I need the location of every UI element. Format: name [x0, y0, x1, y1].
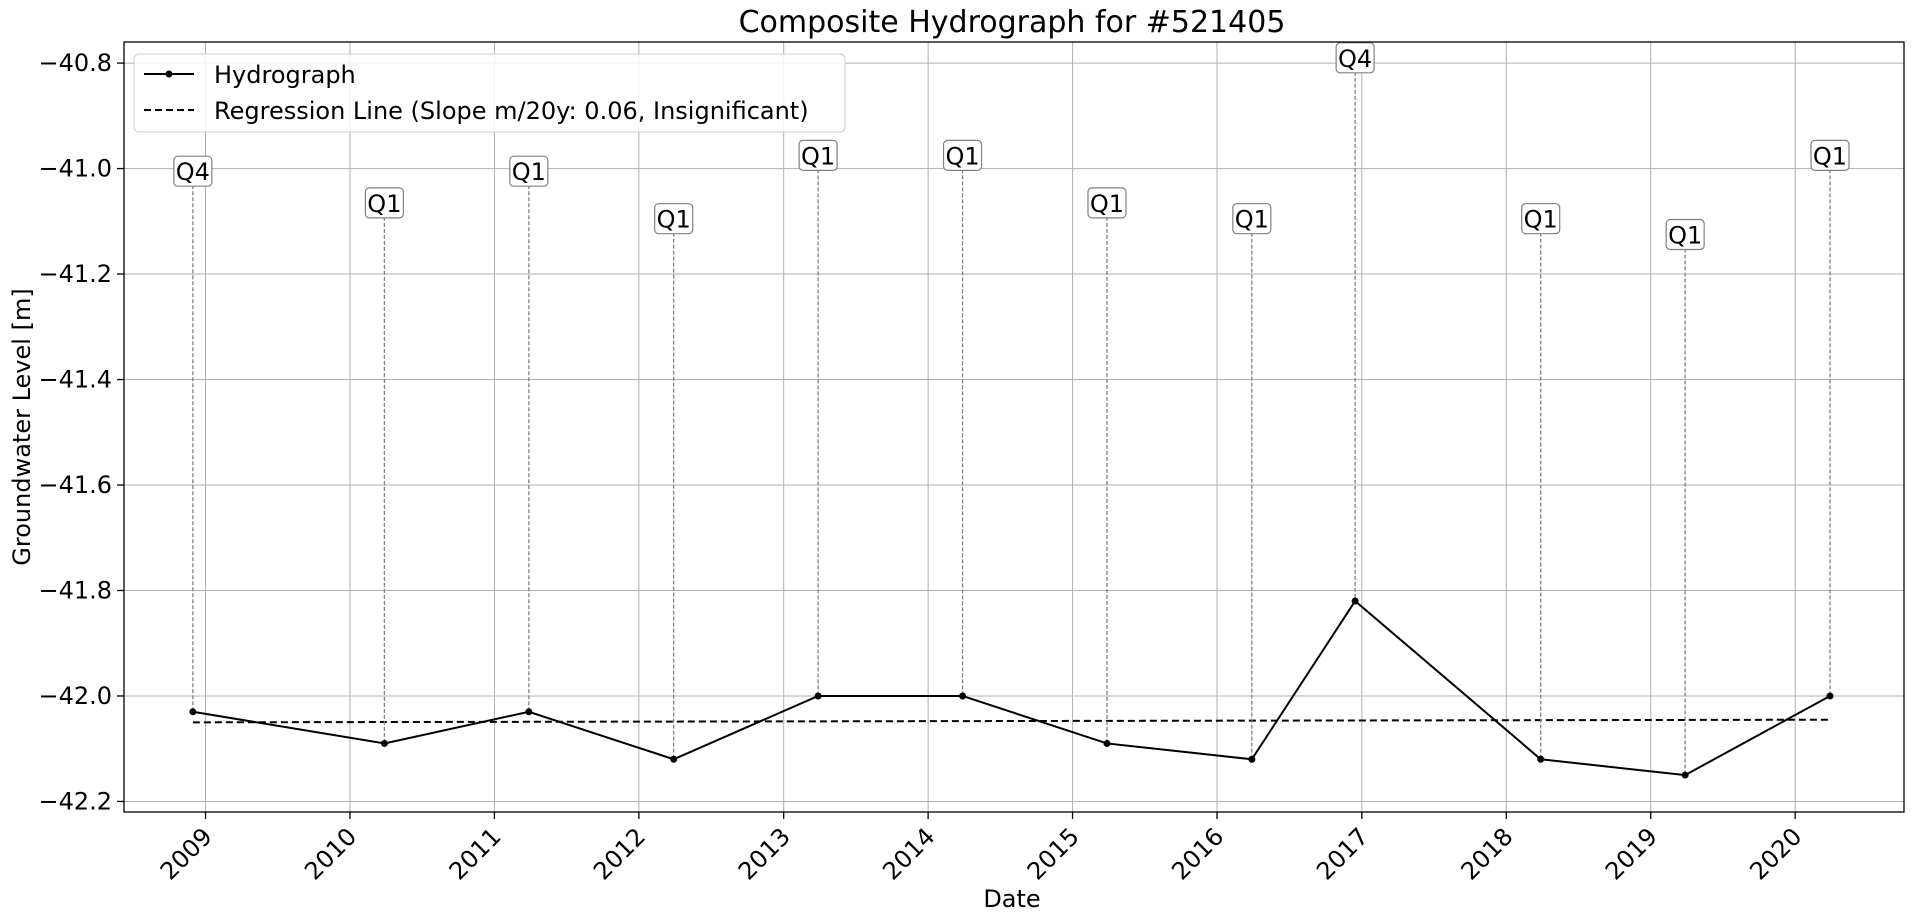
annotation-label-box — [1521, 203, 1561, 235]
x-axis-label: Date — [983, 885, 1040, 913]
annotation-label: Q1 — [1235, 206, 1269, 234]
annotation-label-box — [1665, 218, 1705, 251]
x-tick-label: 2013 — [733, 822, 796, 885]
grid-lines — [124, 42, 1904, 812]
annotation-label-box — [1335, 42, 1375, 74]
x-tick-label: 2010 — [299, 822, 362, 885]
x-tick-label: 2012 — [588, 822, 651, 885]
legend: Hydrograph Regression Line (Slope m/20y:… — [133, 53, 846, 133]
y-tick-label: −40.8 — [38, 49, 112, 77]
y-tick-label: −41.0 — [38, 155, 112, 183]
annotation-label: Q4 — [176, 158, 210, 186]
x-tick-label: 2015 — [1022, 822, 1085, 885]
annotation-label-box — [1232, 203, 1272, 235]
annotation-label: Q4 — [1338, 45, 1372, 73]
y-tick-label: −42.0 — [38, 682, 112, 710]
hydrograph-point — [814, 692, 822, 700]
regression-line — [192, 718, 1830, 724]
annotation-label: Q1 — [1668, 222, 1702, 250]
annotation-label: Q1 — [1813, 142, 1847, 170]
x-axis-ticks: 2009 2010 2011 2012 2013 2014 2015 2016 2017 2018… — [155, 812, 1807, 885]
annotation-label: Q1 — [657, 206, 691, 234]
hydrograph-point — [670, 755, 678, 763]
x-tick-label: 2020 — [1744, 822, 1807, 885]
annotation-label: Q1 — [1524, 206, 1558, 234]
hydrograph-point — [959, 692, 967, 700]
annotation-label-box — [798, 139, 838, 171]
annotation-label-box — [1087, 187, 1127, 219]
hydrograph-point — [525, 708, 533, 716]
y-tick-label: −42.2 — [38, 787, 112, 815]
legend-hydrograph-label: Hydrograph — [214, 61, 356, 89]
annotation-label: Q1 — [367, 190, 401, 218]
x-tick-label: 2014 — [877, 822, 940, 885]
x-tick-label: 2019 — [1600, 822, 1663, 885]
hydrograph-point — [1681, 771, 1689, 779]
annotation-label: Q1 — [512, 158, 546, 186]
chart-title: Composite Hydrograph for #521405 — [739, 5, 1286, 40]
y-axis-label: Groundwater Level [m] — [8, 288, 36, 565]
annotation-label: Q1 — [1090, 190, 1124, 218]
y-tick-label: −41.2 — [38, 260, 112, 288]
annotation-label-box — [654, 203, 694, 235]
y-tick-label: −41.4 — [38, 366, 112, 394]
hydrograph-point — [1103, 739, 1111, 747]
x-tick-label: 2011 — [444, 822, 507, 885]
annotation-label-box — [1810, 139, 1850, 171]
hydrograph-point — [189, 708, 197, 716]
y-tick-label: −41.6 — [38, 471, 112, 499]
hydrograph-point — [1351, 597, 1359, 605]
y-axis-ticks: −40.8 −41.0 −41.2 −41.4 −41.6 −41.8 −42.0 −42.2 — [38, 49, 124, 815]
annotation-label-box — [364, 187, 404, 219]
regression-line-layer — [192, 718, 1830, 724]
x-tick-label: 2016 — [1166, 822, 1229, 885]
hydrograph-series-layer — [189, 597, 1834, 779]
annotation-label-box — [509, 155, 549, 187]
hydrograph-line — [192, 599, 1831, 777]
hydrograph-point — [1537, 755, 1545, 763]
y-tick-label: −41.8 — [38, 576, 112, 604]
annotation-label: Q1 — [945, 142, 979, 170]
x-tick-label: 2018 — [1456, 822, 1519, 885]
annotation-label-box — [173, 155, 213, 187]
plot-area-frame — [123, 41, 1905, 813]
legend-hydrograph-marker — [165, 70, 173, 78]
hydrograph-point — [1248, 755, 1256, 763]
x-tick-label: 2017 — [1311, 822, 1374, 885]
legend-box — [133, 53, 846, 133]
hydrograph-point — [380, 739, 388, 747]
legend-regression-label: Regression Line (Slope m/20y: 0.06, Insi… — [214, 97, 809, 125]
annotation-label: Q1 — [801, 142, 835, 170]
hydrograph-point — [1826, 692, 1834, 700]
x-tick-label: 2009 — [155, 822, 218, 885]
annotation-label-box — [942, 139, 983, 171]
quarter-annotations: Q4 Q1 Q1 Q1 Q1 Q1 Q1 Q1 Q4 Q1 Q1 Q1 — [173, 42, 1850, 776]
